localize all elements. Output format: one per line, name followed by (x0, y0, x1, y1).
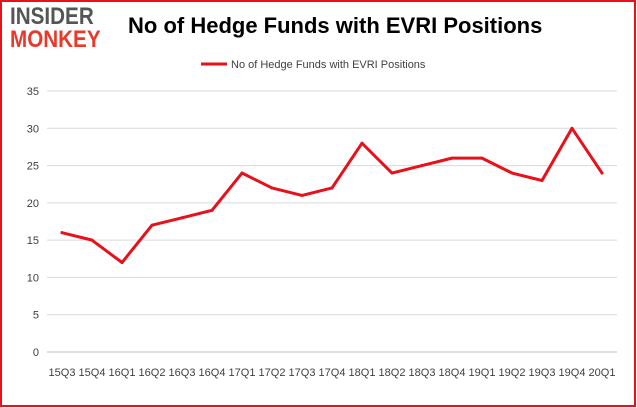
data-point (390, 171, 394, 175)
x-tick-label: 17Q1 (229, 367, 256, 379)
x-tick-label: 19Q3 (529, 367, 556, 379)
legend-label: No of Hedge Funds with EVRI Positions (231, 59, 426, 71)
y-tick-label: 10 (27, 272, 39, 284)
x-tick-labels: 15Q3 15Q4 16Q1 16Q2 16Q3 16Q4 17Q1 17Q2 17Q3 17Q4… (49, 367, 616, 379)
y-tick-label: 0 (33, 347, 39, 359)
y-tick-label: 20 (27, 198, 39, 210)
data-point (120, 261, 124, 265)
data-point (60, 231, 64, 235)
data-point (270, 186, 274, 190)
x-tick-label: 18Q1 (349, 367, 376, 379)
logo-insider: INSIDER (10, 3, 94, 30)
x-tick-label: 16Q1 (109, 367, 136, 379)
logo-monkey: MONKEY (10, 26, 101, 53)
grid (47, 90, 617, 353)
data-point (90, 238, 94, 242)
data-point (570, 126, 574, 130)
x-tick-label: 20Q1 (589, 367, 616, 379)
data-point (420, 164, 424, 168)
x-tick-label: 15Q4 (79, 367, 106, 379)
x-tick-label: 17Q2 (259, 367, 286, 379)
data-point (180, 216, 184, 220)
chart-title: No of Hedge Funds with EVRI Positions (128, 13, 543, 38)
data-point (150, 223, 154, 227)
y-tick-label: 15 (27, 235, 39, 247)
series-line (60, 126, 604, 265)
x-tick-label: 15Q3 (49, 367, 76, 379)
x-tick-label: 18Q4 (439, 367, 466, 379)
data-point (480, 156, 484, 160)
data-point (210, 208, 214, 212)
data-point (360, 141, 364, 145)
legend: No of Hedge Funds with EVRI Positions (201, 59, 426, 71)
data-point (240, 171, 244, 175)
y-tick-label: 30 (27, 123, 39, 135)
x-tick-label: 16Q4 (199, 367, 226, 379)
data-point (600, 171, 604, 175)
y-tick-label: 5 (33, 310, 39, 322)
data-point (330, 186, 334, 190)
x-tick-label: 19Q1 (469, 367, 496, 379)
y-tick-label: 25 (27, 161, 39, 173)
series-layer (60, 126, 604, 265)
x-tick-label: 19Q4 (559, 367, 586, 379)
y-tick-labels: 0 5 10 15 20 25 30 35 (27, 86, 39, 359)
x-tick-label: 16Q3 (169, 367, 196, 379)
data-point (450, 156, 454, 160)
x-tick-label: 18Q3 (409, 367, 436, 379)
x-tick-label: 19Q2 (499, 367, 526, 379)
x-tick-label: 17Q4 (319, 367, 346, 379)
x-tick-label: 16Q2 (139, 367, 166, 379)
data-point (540, 178, 544, 182)
data-point (300, 193, 304, 197)
data-point (510, 171, 514, 175)
y-tick-label: 35 (27, 86, 39, 98)
x-tick-label: 17Q3 (289, 367, 316, 379)
x-tick-label: 18Q2 (379, 367, 406, 379)
